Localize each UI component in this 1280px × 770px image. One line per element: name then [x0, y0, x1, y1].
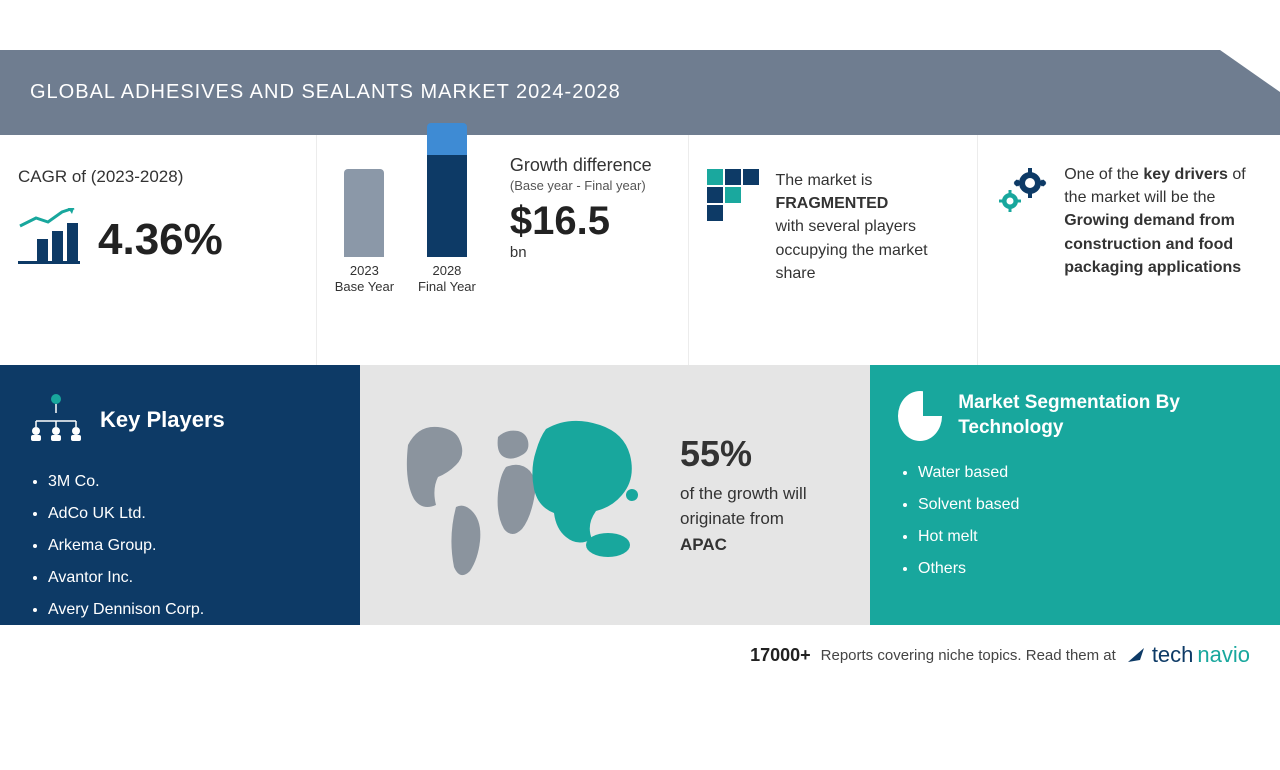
apac-text: 55% of the growth will originate fromAPA… [680, 433, 842, 558]
people-network-icon [28, 391, 84, 448]
footer-text: Reports covering niche topics. Read them… [821, 647, 1116, 664]
page-title: GLOBAL ADHESIVES AND SEALANTS MARKET 202… [30, 81, 621, 104]
key-players-panel: Key Players 3M Co. AdCo UK Ltd. Arkema G… [0, 365, 360, 625]
segmentation-list: Water based Solvent based Hot melt Other… [918, 457, 1252, 585]
list-item: Avery Dennison Corp. [48, 594, 332, 626]
list-item: Arkema Group. [48, 530, 332, 562]
technavio-logo: technavio [1126, 642, 1250, 668]
growth-text: Growth difference (Base year - Final yea… [510, 155, 652, 261]
world-map-icon [388, 395, 658, 595]
cagr-block: CAGR of (2023-2028) 4.36% [0, 135, 316, 365]
list-item: Avantor Inc. [48, 562, 332, 594]
pie-chart-icon [898, 391, 942, 441]
segmentation-title: Market Segmentation By Technology [958, 391, 1252, 440]
segmentation-panel: Market Segmentation By Technology Water … [870, 365, 1280, 625]
bar-trend-icon [18, 216, 80, 264]
key-players-list: 3M Co. AdCo UK Ltd. Arkema Group. Avanto… [48, 466, 332, 626]
fragmented-block: The market is FRAGMENTED with several pl… [688, 135, 977, 365]
apac-percent: 55% [680, 433, 842, 475]
cagr-value: 4.36% [98, 215, 223, 265]
cagr-label: CAGR of (2023-2028) [18, 167, 298, 187]
growth-bar-2028: 2028Final Year [418, 123, 476, 296]
list-item: Solvent based [918, 489, 1252, 521]
growth-value: $16.5 [510, 199, 652, 244]
panels-row: Key Players 3M Co. AdCo UK Ltd. Arkema G… [0, 365, 1280, 625]
stats-row: CAGR of (2023-2028) 4.36% 2023Base Year [0, 135, 1280, 365]
driver-block: One of the key drivers of the market wil… [977, 135, 1280, 365]
list-item: 3M Co. [48, 466, 332, 498]
growth-block: 2023Base Year 2028Final Year Growth diff… [316, 135, 689, 365]
mosaic-icon [707, 169, 759, 221]
fragmented-text: The market is FRAGMENTED with several pl… [775, 169, 959, 285]
report-count: 17000+ [750, 645, 811, 666]
key-players-title: Key Players [100, 407, 225, 433]
apac-panel: 55% of the growth will originate fromAPA… [360, 365, 870, 625]
list-item: Water based [918, 457, 1252, 489]
growth-bars: 2023Base Year 2028Final Year [335, 155, 476, 295]
list-item: Others [918, 553, 1252, 585]
list-item: AdCo UK Ltd. [48, 498, 332, 530]
gear-icon [996, 163, 1050, 279]
header-bar: GLOBAL ADHESIVES AND SEALANTS MARKET 202… [0, 50, 1280, 135]
growth-bar-2023: 2023Base Year [335, 169, 394, 296]
list-item: Hot melt [918, 521, 1252, 553]
driver-text: One of the key drivers of the market wil… [1064, 163, 1262, 279]
footer: 17000+ Reports covering niche topics. Re… [0, 625, 1280, 685]
